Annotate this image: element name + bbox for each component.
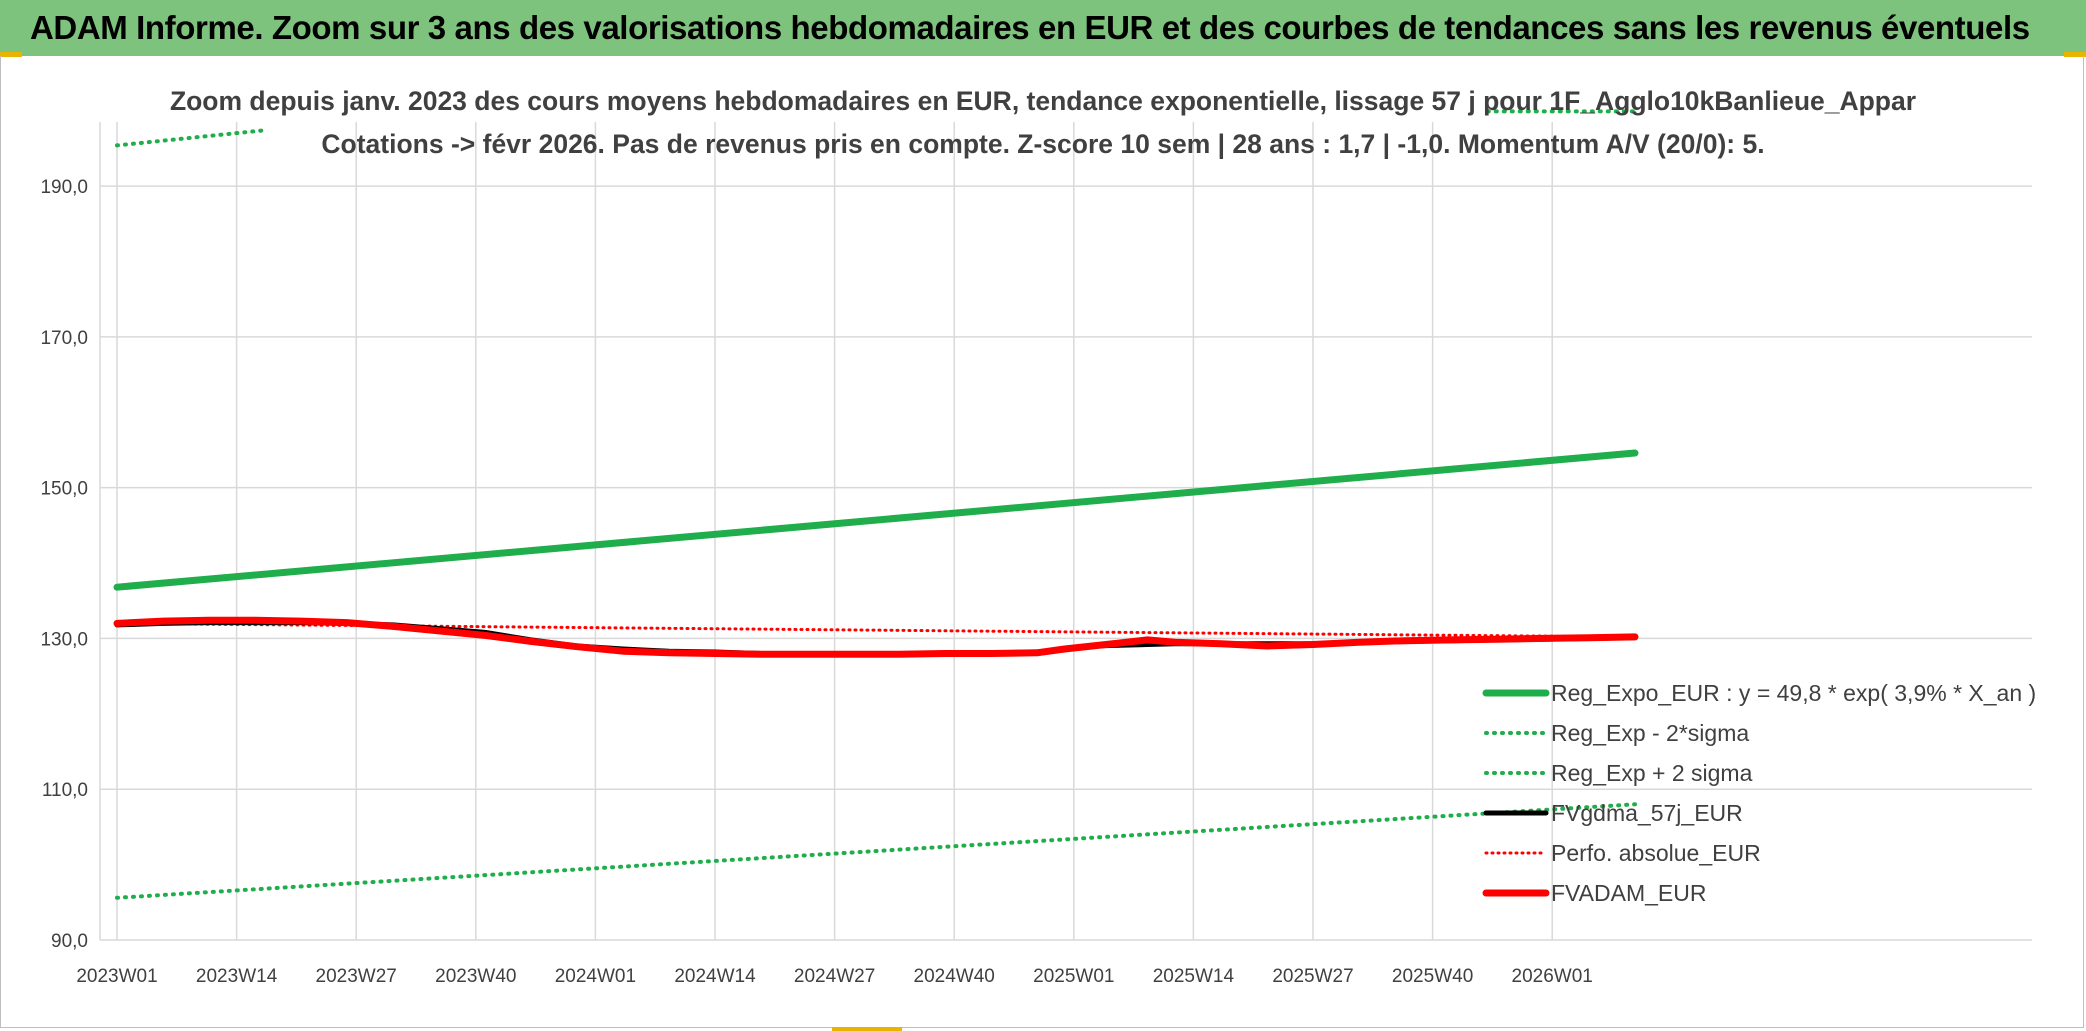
- axis-ticks: 90,0 110,0 130,0 150,0 170,0 190,0 2023W01 2023…: [40, 177, 1592, 987]
- report-title: ADAM Informe. Zoom sur 3 ans des valoris…: [30, 9, 2030, 46]
- x-tick-label: 2024W40: [914, 966, 995, 987]
- x-tick-label: 2023W01: [76, 966, 157, 987]
- grid-lines: [99, 122, 2032, 941]
- y-tick-label: 90,0: [51, 931, 88, 952]
- y-tick-label: 110,0: [42, 780, 88, 801]
- x-tick-label: 2023W27: [316, 966, 397, 987]
- series-line: [115, 802, 1637, 900]
- series-line: [115, 128, 267, 148]
- x-tick-label: 2023W14: [196, 966, 278, 987]
- legend-label: Reg_Expo_EUR : y = 49,8 * exp( 3,9% * X_…: [1551, 680, 2036, 706]
- y-tick-label: 130,0: [40, 629, 88, 650]
- x-tick-label: 2024W01: [555, 966, 636, 987]
- chart-subtitle: Cotations -> févr 2026. Pas de revenus p…: [321, 129, 1764, 159]
- x-tick-label: 2025W27: [1272, 966, 1353, 987]
- series-line: [113, 449, 1639, 591]
- bottom-accent: [832, 1027, 902, 1031]
- legend-label: Reg_Exp - 2*sigma: [1551, 720, 1749, 746]
- report-banner: ADAM Informe. Zoom sur 3 ans des valoris…: [0, 0, 2086, 56]
- legend-label: FVgdma_57j_EUR: [1551, 800, 1743, 826]
- chart-frame: [0, 56, 2084, 1028]
- chart-title: Zoom depuis janv. 2023 des cours moyens …: [170, 86, 1916, 116]
- banner-accent-right: [2064, 52, 2086, 57]
- series-line: [113, 616, 1639, 658]
- series-lines: [113, 109, 1639, 900]
- x-tick-label: 2023W40: [435, 966, 516, 987]
- banner-accent-left: [0, 52, 22, 57]
- x-tick-label: 2025W01: [1033, 966, 1114, 987]
- x-tick-label: 2024W27: [794, 966, 875, 987]
- x-tick-label: 2026W01: [1512, 966, 1593, 987]
- x-tick-label: 2025W14: [1153, 966, 1235, 987]
- y-tick-label: 190,0: [40, 177, 88, 198]
- x-tick-label: 2024W14: [674, 966, 756, 987]
- x-tick-label: 2025W40: [1392, 966, 1473, 987]
- legend-label: Reg_Exp + 2 sigma: [1551, 760, 1753, 786]
- legend: Reg_Expo_EUR : y = 49,8 * exp( 3,9% * X_…: [1482, 680, 2036, 906]
- legend-label: FVADAM_EUR: [1551, 880, 1707, 906]
- y-tick-label: 170,0: [40, 328, 88, 349]
- y-tick-label: 150,0: [40, 479, 88, 500]
- legend-label: Perfo. absolue_EUR: [1551, 840, 1761, 866]
